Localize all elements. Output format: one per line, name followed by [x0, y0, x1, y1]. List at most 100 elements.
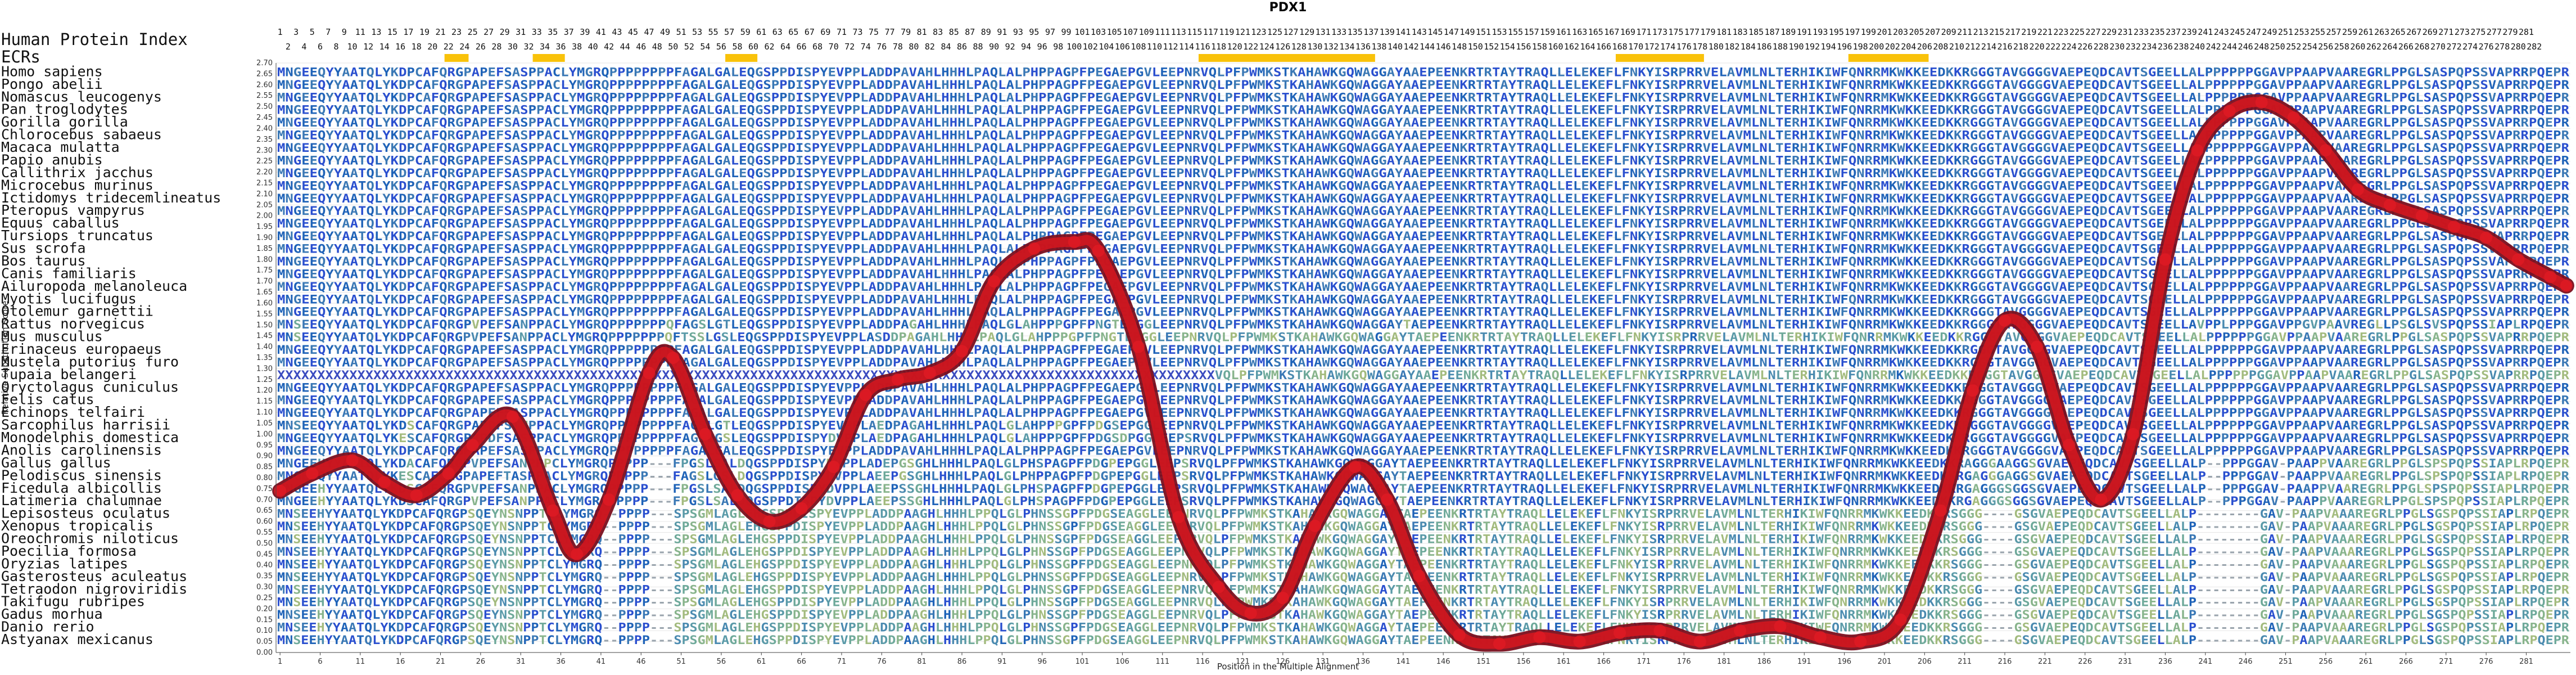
species-label: Pteropus vampyrus — [1, 202, 145, 218]
hpi-number: 223 — [2053, 27, 2068, 37]
hpi-number: 150 — [1468, 42, 1483, 52]
hpi-number: 9 — [342, 27, 347, 37]
hpi-number: 186 — [1756, 42, 1771, 52]
y-tick-label: 0.90 — [256, 452, 273, 461]
hpi-number: 131 — [1316, 27, 1331, 37]
hpi-number: 219 — [2021, 27, 2036, 37]
hpi-number: 58 — [732, 42, 742, 52]
substitution-curve — [272, 94, 2574, 652]
curve-point — [1132, 340, 1145, 353]
x-tick-label: 106 — [1115, 658, 1129, 666]
hpi-number: 91 — [997, 27, 1007, 37]
hpi-number: 121 — [1235, 27, 1250, 37]
curve-point — [378, 476, 391, 489]
species-label: Macaca mulatta — [1, 139, 120, 155]
hpi-number: 216 — [1997, 42, 2012, 52]
hpi-number: 142 — [1404, 42, 1419, 52]
hpi-number: 57 — [724, 27, 734, 37]
hpi-number: 119 — [1219, 27, 1234, 37]
hpi-number: 205 — [1909, 27, 1924, 37]
hpi-number: 218 — [2013, 42, 2028, 52]
hpi-number: 98 — [1053, 42, 1063, 52]
hpi-number: 92 — [1005, 42, 1015, 52]
hpi-number: 73 — [852, 27, 862, 37]
alignment-row: MNGEEQYYAATQLYKESCAFQRGPAPEFTASPPACLYMGR… — [277, 469, 2569, 483]
hpi-number: 54 — [700, 42, 710, 52]
hpi-number: 130 — [1307, 42, 1322, 52]
hpi-number: 148 — [1452, 42, 1467, 52]
hpi-number: 256 — [2318, 42, 2333, 52]
x-tick-label: 166 — [1597, 658, 1611, 666]
x-tick-label: 31 — [516, 658, 526, 666]
hpi-number: 60 — [748, 42, 758, 52]
hpi-number: 95 — [1029, 27, 1039, 37]
hpi-number: 104 — [1099, 42, 1114, 52]
curve-point — [1381, 493, 1394, 506]
curve-point — [1413, 570, 1426, 583]
hpi-number: 224 — [2062, 42, 2077, 52]
hpi-number: 139 — [1380, 27, 1395, 37]
hpi-number: 1 — [278, 27, 283, 37]
hpi-number: 195 — [1829, 27, 1844, 37]
alignment-row: MNGEEQYYAATQLYKDPCAFQRGPAPEFSASPPACLYMGR… — [277, 65, 2569, 79]
y-tick-label: 1.50 — [256, 321, 273, 330]
hpi-number: 69 — [820, 27, 830, 37]
hpi-number: 37 — [564, 27, 574, 37]
hpi-number: 181 — [1716, 27, 1732, 37]
hpi-number: 162 — [1564, 42, 1579, 52]
species-label: Bos taurus — [1, 253, 86, 269]
curve-point — [1276, 591, 1289, 604]
hpi-number: 118 — [1211, 42, 1226, 52]
x-tick-label: 11 — [356, 658, 365, 666]
hpi-number: 250 — [2270, 42, 2285, 52]
y-tick-label: 2.70 — [256, 59, 273, 68]
x-axis-ticks: 1 6 11 16 21 26 31 36 41 46 51 56 61 66 71 76 81 86 91 96 10… — [278, 652, 2533, 666]
hpi-number: 128 — [1291, 42, 1307, 52]
y-tick-label: 1.05 — [256, 419, 273, 428]
hpi-number: 133 — [1331, 27, 1346, 37]
hpi-number: 99 — [1061, 27, 1071, 37]
hpi-number: 42 — [604, 42, 614, 52]
species-label: Latimeria chalumnae — [1, 492, 162, 508]
curve-point — [859, 388, 872, 401]
x-tick-label: 171 — [1637, 658, 1651, 666]
hpi-number: 108 — [1131, 42, 1146, 52]
alignment-row: MNGEEQYYAATQLYKDPCAFQRGPAPEFSASPPACLYMGR… — [277, 242, 2569, 256]
hpi-number: 276 — [2479, 42, 2494, 52]
hpi-number: 211 — [1957, 27, 1972, 37]
x-tick-label: 146 — [1436, 658, 1450, 666]
hpi-number: 106 — [1115, 42, 1130, 52]
x-tick-label: 186 — [1757, 658, 1771, 666]
hpi-number: 249 — [2262, 27, 2277, 37]
curve-point — [699, 428, 712, 440]
hpi-number: 81 — [917, 27, 927, 37]
hpi-number: 257 — [2326, 27, 2342, 37]
hpi-number: 222 — [2045, 42, 2060, 52]
hpi-number: 237 — [2166, 27, 2181, 37]
curve-point — [1212, 580, 1225, 593]
curve-point — [306, 467, 319, 480]
x-tick-label: 76 — [877, 658, 887, 666]
hpi-number: 193 — [1813, 27, 1828, 37]
ecr-bar — [1615, 54, 1704, 62]
hpi-number: 56 — [716, 42, 726, 52]
hpi-number: 243 — [2214, 27, 2229, 37]
hpi-number: 122 — [1243, 42, 1258, 52]
hpi-number: 259 — [2342, 27, 2357, 37]
hpi-number: 123 — [1251, 27, 1266, 37]
curve-point — [1934, 504, 1947, 517]
hpi-number: 217 — [2005, 27, 2021, 37]
alignment-row: MNGEEQYYAATQLYKDPCAFQRGPAPEFSASPPACLYMGR… — [277, 179, 2569, 192]
alignment-row: MNGEEQYYAATQLYKDPCAFQRGPAPEFSASPPACLYMGR… — [277, 141, 2569, 155]
alignment-row: MNGEEQYYAATQLYKDPCAFQRGPAPEFSASPPACLYMGR… — [277, 356, 2569, 369]
hpi-number: 160 — [1548, 42, 1563, 52]
hpi-number: 221 — [2037, 27, 2053, 37]
hpi-number: 20 — [427, 42, 437, 52]
hpi-number: 151 — [1476, 27, 1491, 37]
x-tick-label: 181 — [1717, 658, 1731, 666]
hpi-number: 149 — [1459, 27, 1475, 37]
hpi-number: 41 — [596, 27, 606, 37]
x-tick-label: 91 — [997, 658, 1007, 666]
alignment-grid: MNGEEQYYAATQLYKDPCAFQRGPAPEFSASPPACLYMGR… — [277, 65, 2569, 647]
